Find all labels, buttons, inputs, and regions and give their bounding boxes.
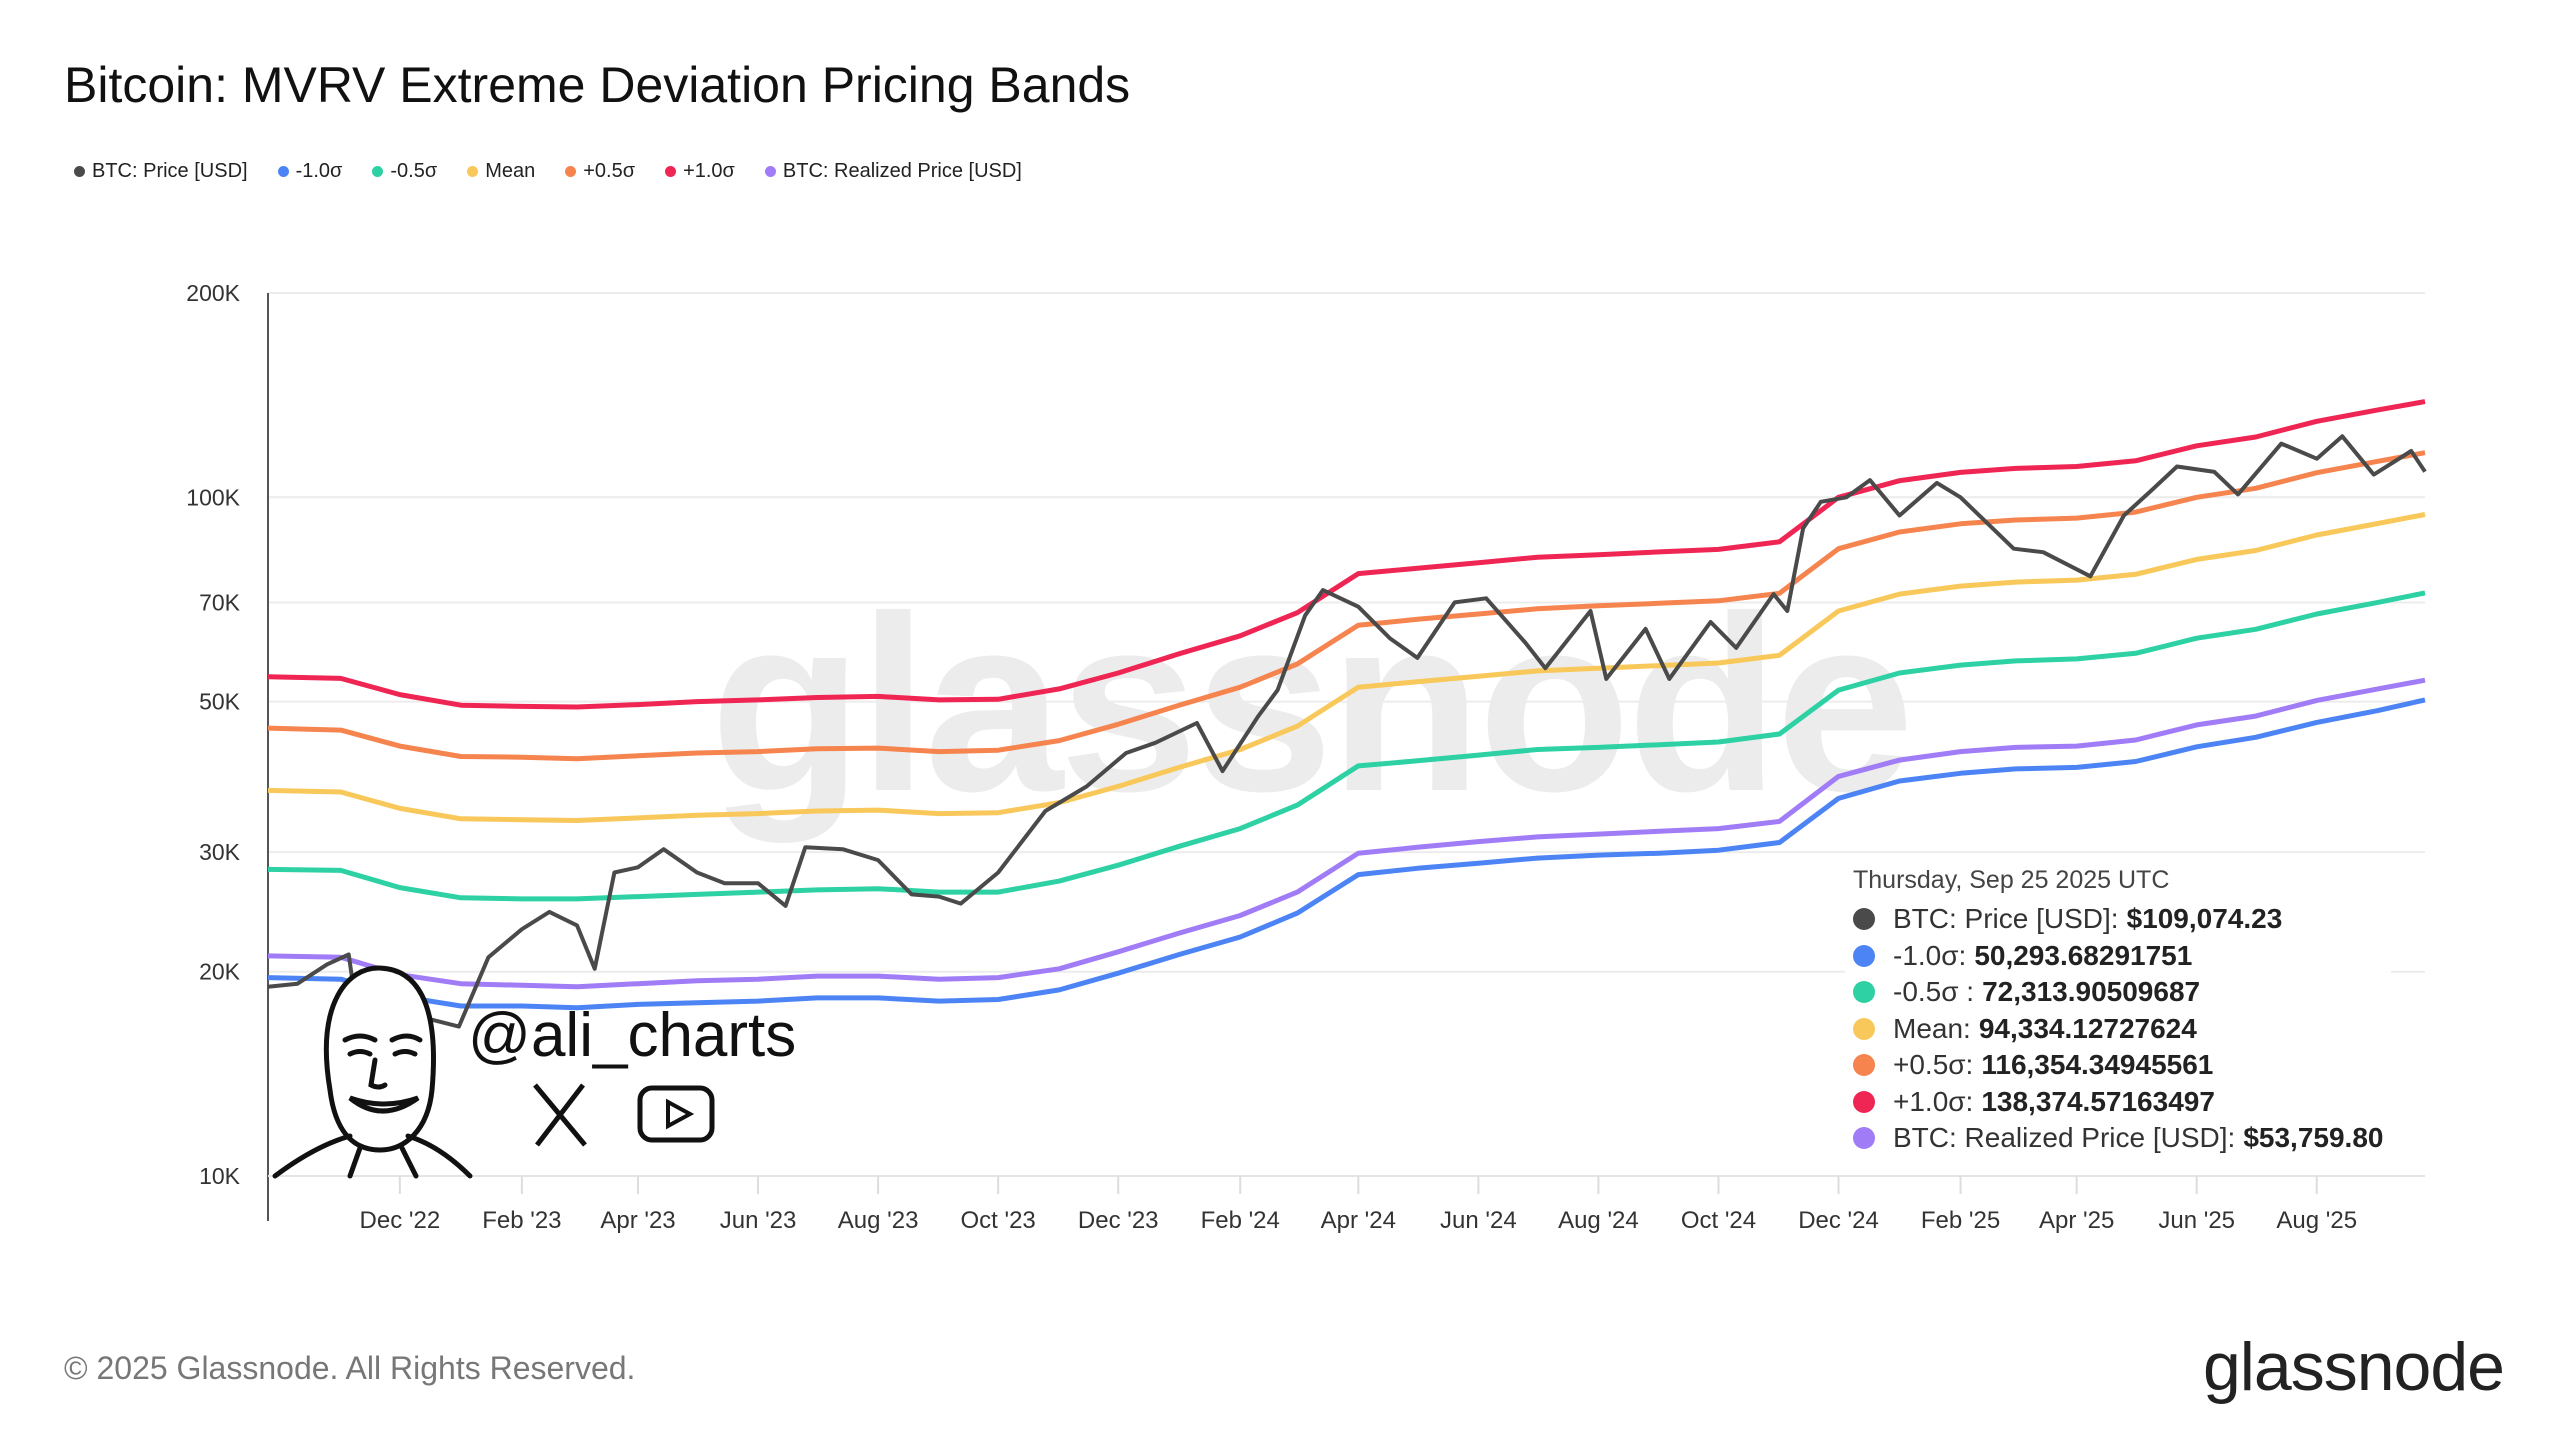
legend-dot (74, 166, 85, 177)
tooltip-label: -1.0σ: (1893, 939, 1967, 971)
tooltip-row-realized-price: BTC: Realized Price [USD]: $53,759.80 (1853, 1120, 2383, 1157)
tooltip-dot (1853, 1127, 1875, 1150)
legend-item-realized-price[interactable]: BTC: Realized Price [USD] (764, 160, 1022, 183)
x-tick-label: Jun '24 (1440, 1207, 1517, 1234)
legend-label: Mean (485, 160, 536, 182)
y-tick-label: 70K (199, 589, 241, 615)
legend-label: BTC: Realized Price [USD] (782, 160, 1022, 182)
x-tick-label: Oct '23 (961, 1207, 1036, 1234)
author-handle[interactable]: @ali_charts (468, 1001, 797, 1070)
tooltip-value: 50,293.68291751 (1974, 939, 2193, 971)
x-tick-label: Aug '23 (838, 1207, 919, 1234)
legend-dot (277, 166, 289, 177)
youtube-icon[interactable] (637, 1085, 715, 1143)
copyright-footer: © 2025 Glassnode. All Rights Reserved. (64, 1350, 636, 1386)
tooltip-label: Mean: (1893, 1012, 1971, 1044)
tooltip-row-mean: Mean: 94,334.12727624 (1853, 1011, 2383, 1048)
x-tick-label: Dec '24 (1798, 1207, 1879, 1234)
series-line--1-0- (267, 697, 2426, 1011)
legend: BTC: Price [USD] -1.0σ -0.5σ Mean +0.5σ … (74, 160, 1022, 183)
series-line--1-0- (267, 399, 2426, 710)
tooltip-dot (1853, 944, 1875, 967)
x-tick-label: Feb '23 (482, 1207, 561, 1234)
x-tick-label: Dec '22 (360, 1207, 441, 1234)
series-line--0-5- (267, 450, 2426, 762)
x-tick-label: Jun '25 (2158, 1207, 2235, 1234)
tooltip-label: +1.0σ: (1893, 1085, 1974, 1117)
tooltip-dot (1853, 1054, 1875, 1077)
legend-label: -1.0σ (295, 160, 343, 182)
legend-item-minus-1-sigma[interactable]: -1.0σ (277, 160, 343, 183)
tooltip-label: -0.5σ : (1893, 976, 1975, 1008)
tooltip-value: $109,074.23 (2126, 903, 2283, 935)
tooltip-row-plus-0-5-sigma: +0.5σ: 116,354.34945561 (1853, 1047, 2383, 1084)
x-tick-label: Apr '24 (1321, 1207, 1396, 1234)
tooltip-row-price: BTC: Price [USD]: $109,074.23 (1853, 901, 2383, 938)
y-tick-label: 30K (199, 839, 241, 865)
tooltip-row-minus-0-5-sigma: -0.5σ :72,313.90509687 (1853, 974, 2383, 1011)
x-tick-label: Oct '24 (1681, 1207, 1756, 1234)
y-tick-label: 100K (186, 484, 240, 510)
hover-tooltip: Thursday, Sep 25 2025 UTC BTC: Price [US… (1845, 862, 2392, 1161)
tooltip-dot (1853, 908, 1875, 931)
series-line--0-5- (267, 590, 2426, 902)
legend-dot (565, 166, 577, 177)
x-tick-label: Apr '25 (2039, 1207, 2114, 1234)
legend-label: +0.5σ (583, 160, 636, 182)
tooltip-dot (1853, 1090, 1875, 1113)
legend-dot (372, 166, 384, 177)
legend-dot (467, 166, 479, 177)
x-tick-label: Aug '24 (1558, 1207, 1639, 1234)
legend-item-price[interactable]: BTC: Price [USD] (74, 160, 248, 183)
tooltip-label: +0.5σ: (1893, 1049, 1974, 1081)
y-tick-label: 200K (186, 280, 240, 306)
x-tick-label: Dec '23 (1078, 1207, 1159, 1234)
tooltip-value: 94,334.12727624 (1978, 1012, 2197, 1044)
tooltip-row-plus-1-sigma: +1.0σ: 138,374.57163497 (1853, 1084, 2383, 1121)
legend-label: +1.0σ (683, 160, 735, 182)
x-tick-label: Apr '23 (600, 1207, 675, 1234)
y-tick-label: 20K (199, 959, 241, 985)
legend-dot (665, 166, 677, 177)
tooltip-date: Thursday, Sep 25 2025 UTC (1853, 866, 2170, 894)
tooltip-dot (1853, 1017, 1875, 1040)
legend-item-plus-1-sigma[interactable]: +1.0σ (665, 160, 735, 183)
tooltip-row-minus-1-sigma: -1.0σ: 50,293.68291751 (1853, 938, 2383, 975)
legend-dot (764, 166, 776, 177)
y-tick-label: 10K (199, 1163, 241, 1189)
glassnode-logo[interactable]: glassnode (2202, 1329, 2505, 1405)
tooltip-dot (1853, 981, 1875, 1004)
x-tick-label: Feb '25 (1921, 1207, 2000, 1234)
x-tick-label: Aug '25 (2276, 1207, 2357, 1234)
legend-label: BTC: Price [USD] (92, 160, 248, 182)
tooltip-label: BTC: Price [USD]: (1893, 903, 2119, 935)
legend-label: -0.5σ (390, 160, 438, 182)
series-line-btc-price (267, 434, 2427, 1031)
series-line-mean (267, 512, 2426, 823)
legend-item-minus-0-5-sigma[interactable]: -0.5σ (372, 160, 437, 183)
legend-item-plus-0-5-sigma[interactable]: +0.5σ (565, 160, 635, 183)
y-tick-label: 50K (199, 689, 241, 715)
mascot-portrait (272, 965, 473, 1179)
tooltip-value: 116,354.34945561 (1981, 1049, 2214, 1081)
chart-title: Bitcoin: MVRV Extreme Deviation Pricing … (64, 57, 1131, 113)
tooltip-value: $53,759.80 (2243, 1122, 2384, 1154)
series-line-btc-realized-price-usd- (267, 677, 2426, 990)
tooltip-label: BTC: Realized Price [USD]: (1893, 1122, 2236, 1154)
x-tick-label: Feb '24 (1201, 1207, 1280, 1234)
tooltip-value: 72,313.90509687 (1982, 976, 2201, 1008)
x-logo-icon[interactable] (533, 1083, 587, 1147)
x-tick-label: Jun '23 (720, 1207, 797, 1234)
tooltip-value: 138,374.57163497 (1981, 1085, 2215, 1117)
legend-item-mean[interactable]: Mean (467, 160, 535, 183)
